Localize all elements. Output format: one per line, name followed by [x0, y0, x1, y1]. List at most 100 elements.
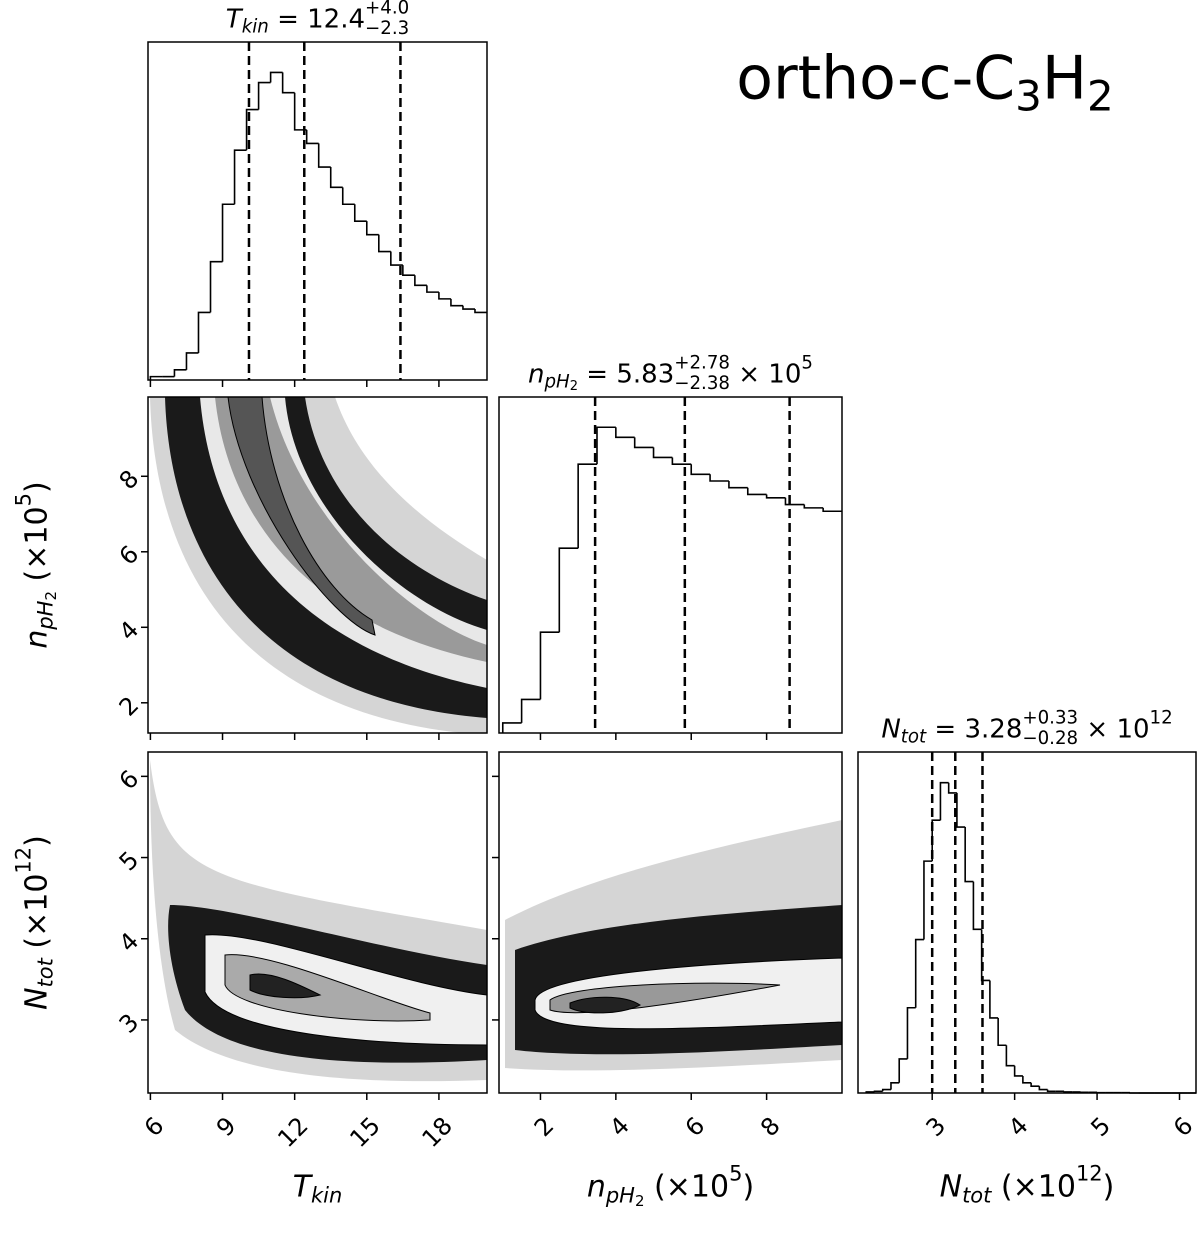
label-part: 5 — [801, 352, 813, 373]
panel-frame — [147, 41, 488, 381]
label-part: tot — [962, 1183, 992, 1207]
label-part: ) — [1103, 1170, 1115, 1205]
histogram-step — [1046, 1089, 1056, 1093]
histogram-step — [947, 782, 957, 794]
density-panel — [150, 760, 487, 1082]
histogram-step — [997, 1017, 1007, 1047]
label-part: −0.28 — [1022, 728, 1078, 749]
histogram-step — [939, 781, 949, 821]
histogram-step — [890, 1081, 900, 1090]
label-part: kin — [311, 1183, 342, 1207]
histogram-step — [615, 427, 635, 439]
y-tick-label: 2 — [114, 691, 145, 722]
label-part: = 12.4 — [269, 5, 365, 35]
label-part: ) — [742, 1170, 754, 1205]
label-part: (×10 — [20, 506, 55, 591]
label-part: pH — [605, 1183, 635, 1207]
panel-frame — [147, 751, 488, 1094]
y-tick-label: 5 — [114, 846, 145, 877]
histogram-step — [558, 547, 579, 633]
label-part: pH — [544, 371, 571, 392]
label-part: T — [226, 5, 244, 35]
histogram-step — [221, 203, 235, 262]
histogram-step — [149, 375, 163, 380]
label-part: (×10 — [645, 1170, 730, 1205]
histogram-step — [305, 129, 319, 145]
label-part: N — [20, 987, 55, 1009]
histogram-step — [803, 504, 824, 509]
label-part: +4.0 — [365, 0, 409, 18]
histogram-step — [633, 437, 654, 449]
histogram-step — [690, 464, 711, 476]
histogram-step — [293, 92, 307, 131]
density-panel — [150, 397, 487, 733]
label-part: ) — [20, 835, 55, 847]
label-part: 5 — [729, 1162, 742, 1186]
histogram-step — [898, 1058, 908, 1083]
label-part: n — [20, 630, 55, 649]
histogram-step — [233, 149, 247, 205]
histogram-step — [881, 1088, 891, 1092]
x-tick-label: 8 — [755, 1112, 786, 1143]
label-part: × 10 — [730, 360, 801, 390]
label-part: 2 — [635, 1192, 645, 1210]
label-part: N — [881, 715, 900, 745]
label-part: tot — [33, 957, 57, 987]
label-part: 2 — [1087, 71, 1114, 120]
histogram-step — [728, 481, 748, 489]
histogram-step — [914, 938, 924, 1008]
label-part: pH — [33, 600, 57, 630]
histogram-step — [269, 71, 283, 83]
histogram-step — [746, 487, 767, 496]
label-part: = 3.28 — [926, 715, 1022, 745]
panel-frame — [147, 396, 488, 734]
label: ortho-c-C 3 H 2 — [736, 44, 1114, 121]
histogram-step — [378, 234, 391, 253]
x-tick-label: 3 — [921, 1112, 952, 1143]
x-tick-label: 15 — [344, 1112, 385, 1153]
histogram-step — [329, 167, 343, 189]
histogram-step — [964, 827, 974, 883]
histogram-step — [784, 497, 805, 506]
label-part: tot — [901, 726, 927, 747]
histogram-step — [923, 860, 933, 940]
label-part: × 10 — [1078, 715, 1149, 745]
label-part: N — [940, 1170, 962, 1205]
histogram-step — [209, 260, 223, 313]
label-part: = 5.83 — [578, 360, 674, 390]
histogram-step — [245, 108, 259, 151]
histogram-step — [257, 81, 271, 110]
y-tick-label: 6 — [114, 540, 145, 571]
label-part: kin — [242, 16, 269, 37]
histogram-step — [341, 187, 355, 206]
x-tick-label: 4 — [604, 1112, 635, 1143]
histogram-step — [450, 298, 463, 307]
histogram-step — [365, 221, 379, 236]
histogram-step — [709, 474, 729, 482]
label-part: H — [1042, 44, 1087, 114]
label-part: T — [293, 1170, 314, 1205]
histogram-step — [501, 722, 522, 733]
histogram-step — [972, 881, 982, 931]
histogram-step — [1030, 1082, 1040, 1087]
histogram-step — [197, 311, 211, 353]
label-part: +2.78 — [674, 352, 730, 373]
label-part: (×10 — [991, 1170, 1076, 1205]
histogram-step — [317, 143, 331, 168]
x-tick-label: 6 — [1168, 1112, 1199, 1143]
label-part: −2.38 — [674, 373, 730, 394]
panel-frame — [498, 396, 843, 734]
label-part: ) — [20, 481, 55, 493]
x-tick-label: 5 — [1085, 1112, 1116, 1143]
x-tick-label: 18 — [417, 1112, 458, 1153]
label-part: 12 — [1150, 707, 1173, 728]
histogram-step — [474, 309, 487, 314]
label-part: n — [587, 1170, 606, 1205]
histogram-step — [906, 1006, 916, 1059]
histogram-step — [1063, 1091, 1073, 1093]
histogram-step — [1022, 1075, 1032, 1084]
label-part: 12 — [12, 847, 36, 874]
x-tick-label: 6 — [680, 1112, 711, 1143]
